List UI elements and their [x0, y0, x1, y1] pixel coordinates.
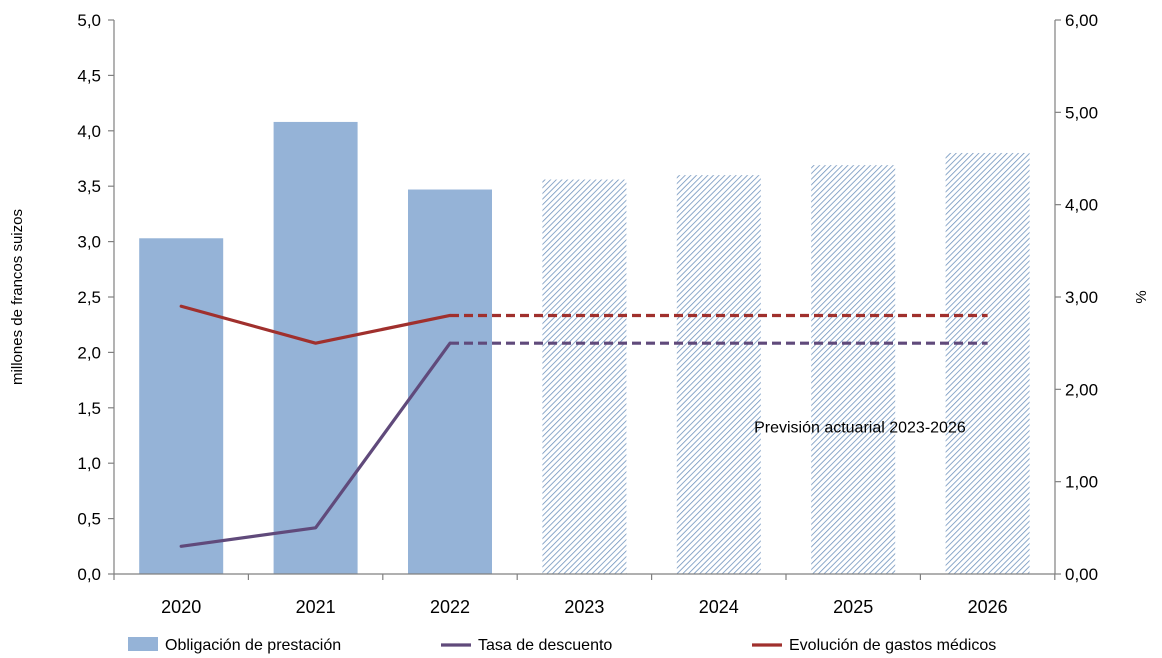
bar-2026	[945, 152, 1030, 574]
legend-label-medical-costs: Evolución de gastos médicos	[789, 637, 996, 654]
left-tick-label: 2,5	[77, 288, 101, 307]
bar-2021	[273, 121, 358, 574]
left-tick-label: 1,0	[77, 454, 101, 473]
axes-layer	[108, 19, 1061, 580]
bar-2024	[676, 175, 761, 574]
medical-costs-line-solid	[179, 304, 452, 345]
left-tick-label: 4,5	[77, 66, 101, 85]
bar-2023	[542, 179, 627, 574]
legend-swatch-bars	[128, 637, 158, 651]
legend: Obligación de prestación Tasa de descuent…	[128, 637, 996, 654]
x-tick-label-2024: 2024	[699, 597, 739, 617]
x-tick-label-2025: 2025	[833, 597, 873, 617]
right-tick-label: 2,00	[1065, 380, 1098, 399]
x-tick-label-2022: 2022	[430, 597, 470, 617]
left-tick-label: 3,0	[77, 233, 101, 252]
left-tick-label: 0,5	[77, 510, 101, 529]
right-tick-label: 5,00	[1065, 103, 1098, 122]
legend-label-bars: Obligación de prestación	[165, 637, 341, 654]
left-tick-label: 4,0	[77, 122, 101, 141]
lines-layer	[179, 304, 988, 548]
x-tick-label-2023: 2023	[564, 597, 604, 617]
bars-layer	[139, 121, 1030, 575]
right-tick-label: 6,00	[1065, 11, 1098, 30]
left-tick-label: 1,5	[77, 399, 101, 418]
text-layer: 0,0 0,5 1,0 1,5 2,0 2,5 3,0 3,5 4,0 4,5 5,0 0,00 1,0…	[9, 11, 1150, 617]
left-tick-label: 5,0	[77, 11, 101, 30]
y-axis-title: millones de francos suizos	[9, 209, 26, 385]
bar-2025	[811, 165, 896, 574]
right-tick-label: 0,00	[1065, 565, 1098, 584]
x-tick-label-2020: 2020	[161, 597, 201, 617]
x-tick-label-2021: 2021	[296, 597, 336, 617]
left-tick-label: 2,0	[77, 343, 101, 362]
bar-2020	[139, 238, 224, 574]
right-tick-label: 3,00	[1065, 288, 1098, 307]
x-tick-label-2026: 2026	[968, 597, 1008, 617]
legend-label-discount-rate: Tasa de descuento	[478, 637, 612, 654]
annotation: Previsión actuarial 2023-2026	[754, 419, 966, 436]
left-tick-label: 0,0	[77, 565, 101, 584]
right-tick-label: 1,00	[1065, 473, 1098, 492]
right-tick-label: 4,00	[1065, 196, 1098, 215]
left-tick-label: 3,5	[77, 177, 101, 196]
y2-axis-title: %	[1133, 290, 1150, 303]
discount-rate-line-solid	[179, 341, 452, 548]
